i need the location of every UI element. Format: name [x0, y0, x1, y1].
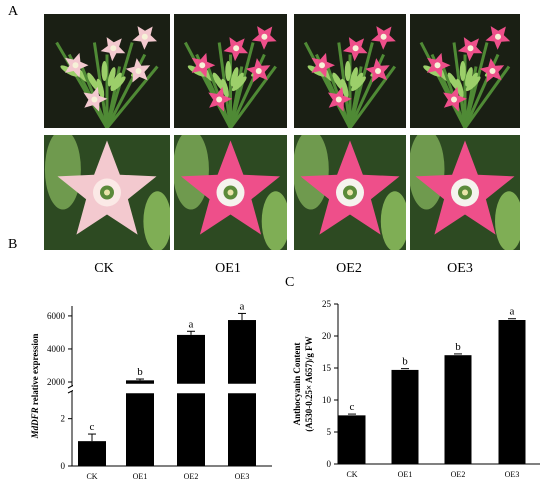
bar-ck	[338, 415, 366, 464]
bar-oe2	[177, 334, 205, 466]
bar-ck	[78, 441, 106, 466]
x-tick-label: OE1	[133, 472, 148, 481]
x-tick-label: OE3	[235, 472, 250, 481]
flower-photo-ck-inflorescence	[44, 14, 170, 128]
y-tick-label: 0	[61, 461, 66, 471]
flower-photo-oe1-closeup	[174, 135, 287, 250]
bar-oe3	[498, 320, 526, 464]
x-tick-label: CK	[346, 470, 357, 479]
axis-break-band	[73, 383, 273, 394]
genotype-label-oe3: OE3	[447, 261, 473, 276]
bar-oe1	[391, 369, 419, 464]
y-tick-label: 10	[322, 395, 332, 405]
y-tick-label: 4000	[47, 344, 66, 354]
genotype-label-oe1: OE1	[215, 261, 241, 276]
flower-photo-oe3-inflorescence	[410, 14, 520, 128]
significance-label: c	[350, 401, 355, 413]
significance-label: a	[510, 306, 515, 318]
x-tick-label: OE2	[451, 470, 466, 479]
flower-photo-ck-closeup	[44, 135, 170, 250]
chart-mddfr-expression: 0 2 2000 4000 6000 MdDFR relative expression c…	[30, 300, 273, 481]
flower-photo-oe2-closeup	[294, 135, 406, 250]
y-tick-label: 0	[327, 459, 332, 469]
significance-label: a	[189, 318, 194, 330]
bar-oe2	[444, 355, 472, 464]
y-tick-label: 2000	[47, 377, 66, 387]
x-tick-label: CK	[86, 472, 97, 481]
flower-photo-oe3-closeup	[410, 135, 520, 250]
y-tick-label: 15	[322, 363, 332, 373]
y-tick-label: 25	[322, 299, 332, 309]
significance-label: c	[90, 421, 95, 433]
flower-photo-oe1-inflorescence	[174, 14, 287, 128]
y-tick-label: 5	[327, 427, 332, 437]
panel-label-c: C	[285, 275, 295, 290]
y-axis-label: MdDFR relative expression	[30, 334, 40, 440]
chart-anthocyanin-content: 0 5 10 15 20 25 Anthocyanin Content (A530-0.25×…	[292, 299, 540, 479]
y-tick-label: 2	[61, 414, 66, 424]
y-tick-label: 6000	[47, 311, 66, 321]
y-axis-label-line1: Anthocyanin Content	[292, 343, 302, 426]
x-tick-label: OE2	[184, 472, 199, 481]
significance-label: b	[137, 366, 143, 378]
significance-label: a	[240, 300, 245, 312]
significance-label: b	[402, 356, 408, 368]
panel-label-a: A	[8, 4, 19, 19]
genotype-label-oe2: OE2	[336, 261, 362, 276]
flower-photo-oe2-inflorescence	[294, 14, 406, 128]
y-axis-label-line2: (A530-0.25× A657)/g FW	[304, 336, 314, 431]
panel-label-b: B	[8, 237, 18, 252]
y-tick-label: 20	[322, 331, 332, 341]
x-tick-label: OE1	[398, 470, 413, 479]
significance-label: b	[455, 341, 461, 353]
x-tick-label: OE3	[505, 470, 520, 479]
genotype-label-ck: CK	[94, 261, 114, 276]
